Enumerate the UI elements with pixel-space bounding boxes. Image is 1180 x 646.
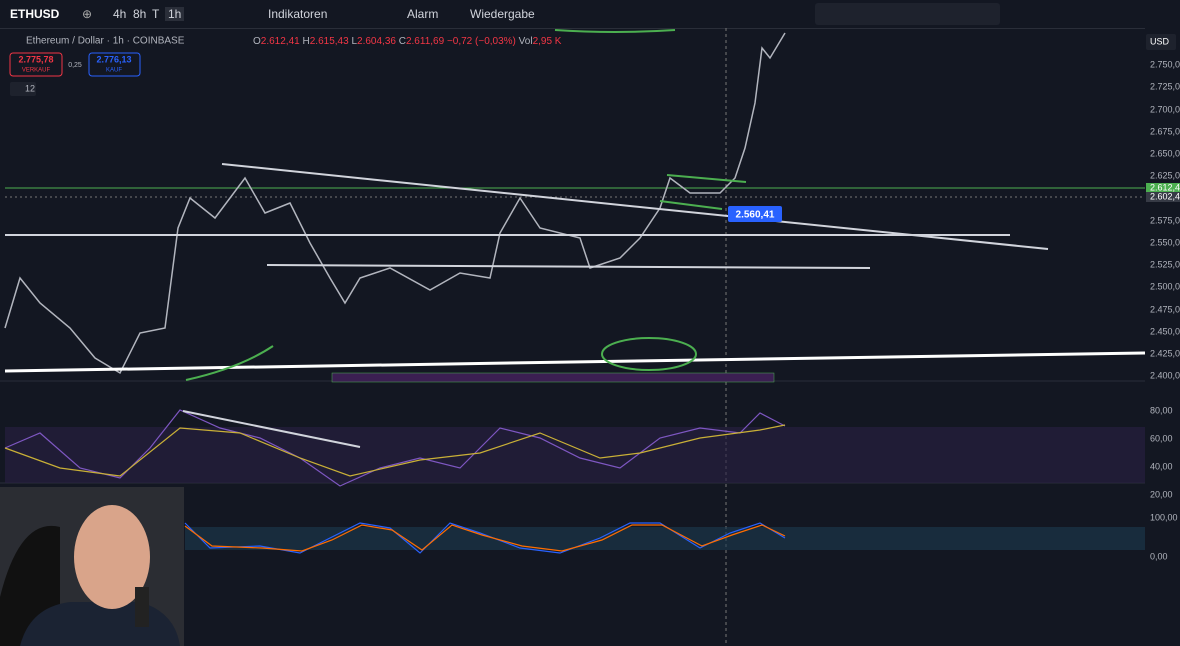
price-axis-label: 2.525,00 [1150,259,1180,269]
symbol[interactable]: ETHUSD [10,7,60,21]
rsi-line [4,409,786,487]
ohlc-values: O2.612,41 H2.615,43 L2.604,36 C2.611,69 … [253,36,562,47]
price-axis-label: 2.400,00 [1150,370,1180,380]
rsi-axis-label: 40,00 [1150,461,1173,471]
price-axis-label: 2.750,00 [1150,59,1180,69]
price-axis-label: 2.700,00 [1150,104,1180,114]
price-axis-label: 2.725,00 [1150,81,1180,91]
price-tag [1146,192,1180,202]
trend-line [221,163,1049,250]
price-axis-label: 2.500,00 [1150,281,1180,291]
price-tag-label: 2.612,41 [1150,182,1180,192]
price-axis-label: 2.575,00 [1150,215,1180,225]
volume-profile [331,372,775,383]
interval[interactable]: T [152,7,160,21]
currency-button[interactable] [1146,34,1176,50]
price-series [4,32,786,375]
interval[interactable]: 8h [133,7,147,21]
ohlc-value: 2.604,36 [357,36,396,47]
support-line [266,264,871,269]
crosshair-label: 2.560,41 [736,210,775,221]
rsi-axis-label: 20,00 [1150,489,1173,499]
sell-price: 2.775,78 [18,54,53,64]
interval[interactable]: 4h [113,7,127,21]
ohlc-value: 2.611,69 [406,36,445,47]
buy-button[interactable] [88,52,141,77]
alert-button[interactable]: Alarm [407,7,439,21]
price-axis-label: 2.675,00 [1150,126,1180,136]
interval[interactable]: 1h [165,7,185,21]
ohlc-text: O2.612,41 H2.615,43 L2.604,36 C2.611,69 … [253,36,562,47]
price-tag-label: 2.602,44 [1150,191,1180,201]
ohlc-key: C [399,36,406,47]
price-axis-label: 2.650,00 [1150,148,1180,158]
stoch-k [184,522,786,554]
highlight-ellipse [601,337,697,371]
price-axis-label: 2.425,00 [1150,348,1180,358]
price-axis-label: 2.550,00 [1150,237,1180,247]
buy-label: KAUF [106,68,122,74]
top-toolbar: ETHUSD ⊕ 4h 8h T 1h Indikatoren Alarm Wi… [0,0,1180,29]
flag-line [666,174,747,183]
price-axis-bg [1145,28,1180,646]
trend-line [4,351,1146,373]
sell-label: VERKAUF [22,68,51,74]
change: −0,72 (−0,03%) [447,36,516,47]
rsi-ma [4,424,786,477]
drawn-arc [554,29,676,33]
volume-key: Vol [519,36,533,47]
price-axis-label: 2.625,00 [1150,170,1180,180]
legend-title: Ethereum / Dollar · 1h · COINBASE [26,36,185,47]
stoch-band [185,527,1145,550]
rsi-axis-label: 80,00 [1150,405,1173,415]
ohlc-value: 2.612,41 [261,36,300,47]
volume-value: 2,95 K [533,36,562,47]
spread: 0,25 [68,62,82,69]
indicators-button[interactable]: Indikatoren [268,7,328,21]
stoch-axis-label: 0,00 [1150,551,1168,561]
collapse-button[interactable] [10,82,36,96]
drawn-arc [185,345,274,381]
flag-line [659,200,723,210]
stoch-axis-label: 100,00 [1150,512,1178,522]
webcam-overlay [0,487,184,646]
divergence-line [182,410,361,448]
ohlc-value: 2.615,43 [310,36,349,47]
chart: 2.560,41 2.612,41 2.602,44 Ethereum / Do… [0,28,1180,646]
add-button[interactable]: ⊕ [82,7,93,21]
ohlc-key: O [253,36,261,47]
currency: USD [1150,36,1170,46]
replay-button[interactable]: Wiedergabe [470,7,535,21]
sell-button[interactable] [9,52,63,77]
price-axis-label: 2.475,00 [1150,304,1180,314]
collapsed-count: 12 [25,83,35,93]
crosshair-tag [728,206,782,222]
microphone [135,587,149,627]
buy-price: 2.776,13 [96,54,131,64]
face [74,505,150,609]
stoch-d [184,524,786,552]
ohlc-key: L [351,36,357,47]
rsi-axis-label: 60,00 [1150,433,1173,443]
ohlc-key: H [303,36,310,47]
price-axis-label: 2.450,00 [1150,326,1180,336]
price-tag [1146,183,1180,193]
drawing-tools[interactable] [815,3,1000,25]
